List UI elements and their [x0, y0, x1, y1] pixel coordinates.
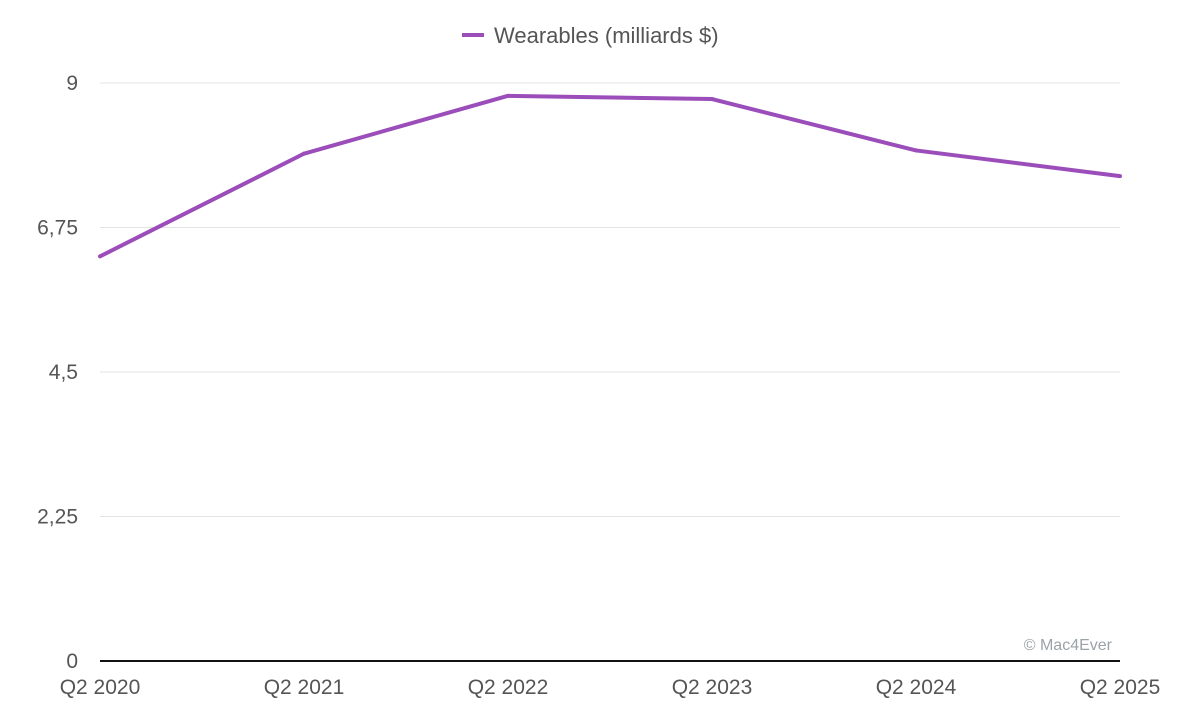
data-point	[710, 97, 714, 102]
legend-label-wearables: Wearables (milliards $)	[494, 23, 719, 48]
gridlines	[100, 82, 1120, 517]
y-tick-label: 6,75	[37, 217, 78, 240]
data-point	[98, 254, 102, 259]
x-tick-label: Q2 2020	[60, 676, 141, 699]
data-point	[506, 93, 510, 98]
series-line-wearables	[99, 93, 1121, 259]
y-axis-ticks: 0 2,25 4,5 6,75 9	[37, 72, 78, 673]
x-axis-ticks: Q2 2020 Q2 2021 Q2 2022 Q2 2023 Q2 2024 Q2 20…	[60, 676, 1161, 699]
legend: Wearables (milliards $)	[462, 23, 719, 48]
data-point	[914, 148, 918, 153]
x-tick-label: Q2 2022	[468, 676, 549, 699]
data-point	[302, 151, 306, 156]
x-tick-label: Q2 2024	[876, 676, 957, 699]
x-tick-label: Q2 2021	[264, 676, 345, 699]
credit-watermark: © Mac4Ever	[1024, 637, 1113, 654]
y-tick-label: 9	[66, 72, 78, 95]
data-point	[1118, 174, 1122, 179]
y-tick-label: 2,25	[37, 506, 78, 529]
x-tick-label: Q2 2023	[672, 676, 753, 699]
y-tick-label: 4,5	[49, 361, 78, 384]
x-tick-label: Q2 2025	[1080, 676, 1161, 699]
y-tick-label: 0	[66, 650, 78, 673]
series-layer	[98, 93, 1122, 259]
